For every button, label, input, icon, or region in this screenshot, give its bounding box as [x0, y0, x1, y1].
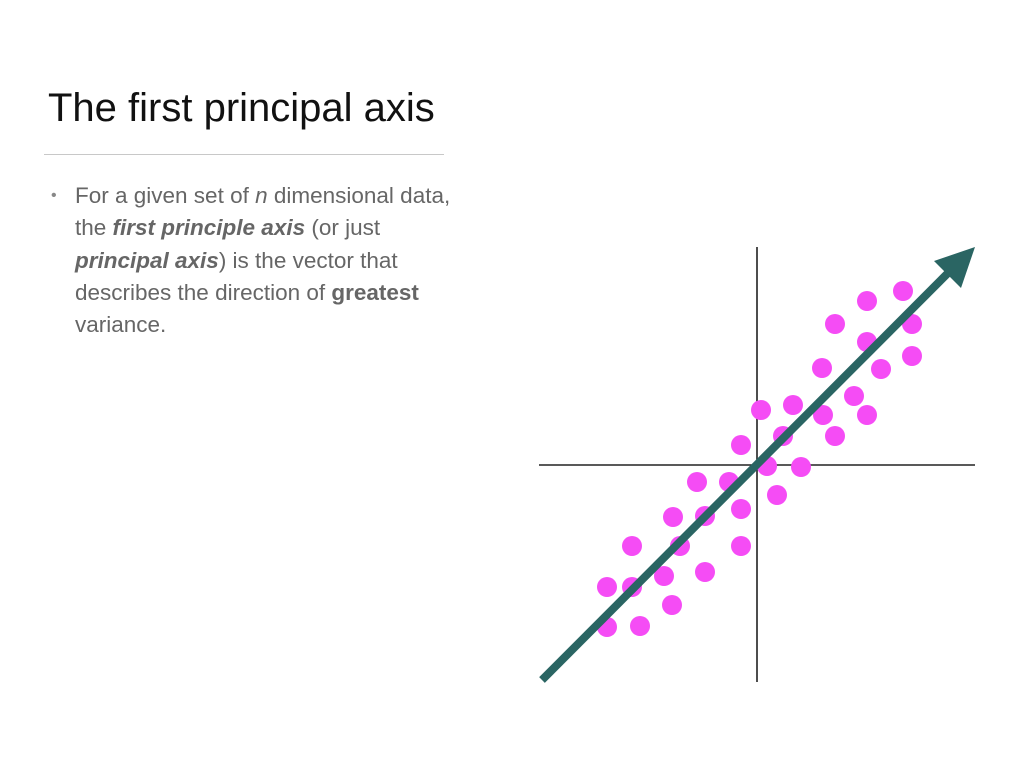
data-point [767, 485, 787, 505]
data-point [783, 395, 803, 415]
bullet-dot-icon: • [51, 187, 57, 204]
bullet-list: • For a given set of n dimensional data, … [51, 180, 455, 341]
data-point [731, 435, 751, 455]
data-point [791, 457, 811, 477]
data-point [731, 536, 751, 556]
data-point [597, 577, 617, 597]
data-point [813, 405, 833, 425]
data-point [731, 499, 751, 519]
title-divider [44, 154, 444, 155]
data-point [812, 358, 832, 378]
data-point [825, 314, 845, 334]
data-point [695, 562, 715, 582]
data-point [622, 536, 642, 556]
data-point [751, 400, 771, 420]
data-point [687, 472, 707, 492]
bullet-text-1: For a given set of [75, 183, 256, 208]
bullet-text-4: ) is the vector that describes the direc… [75, 247, 398, 305]
bullet-principal-axis: principal axis [75, 247, 219, 273]
data-point [893, 281, 913, 301]
arrow-icon [934, 247, 975, 288]
bullet-item: • For a given set of n dimensional data, … [51, 180, 455, 341]
data-point [857, 405, 877, 425]
bullet-text-5: variance. [75, 312, 167, 338]
principal-axis-arrow [539, 247, 975, 683]
data-point [902, 346, 922, 366]
data-point [825, 426, 845, 446]
data-point [663, 507, 683, 527]
bullet-text-2: dimensional data, the [75, 183, 451, 241]
data-point [871, 359, 891, 379]
slide-title: The first principal axis [48, 86, 435, 130]
data-point [654, 566, 674, 586]
bullet-first-principle-axis: first principle axis [112, 215, 306, 241]
bullet-n: n [255, 183, 268, 208]
arrow-shaft [539, 266, 955, 683]
data-point [630, 616, 650, 636]
bullet-text-3: (or just [305, 215, 381, 241]
data-point [844, 386, 864, 406]
bullet-greatest: greatest [331, 279, 419, 305]
data-point [662, 595, 682, 615]
data-point [857, 291, 877, 311]
